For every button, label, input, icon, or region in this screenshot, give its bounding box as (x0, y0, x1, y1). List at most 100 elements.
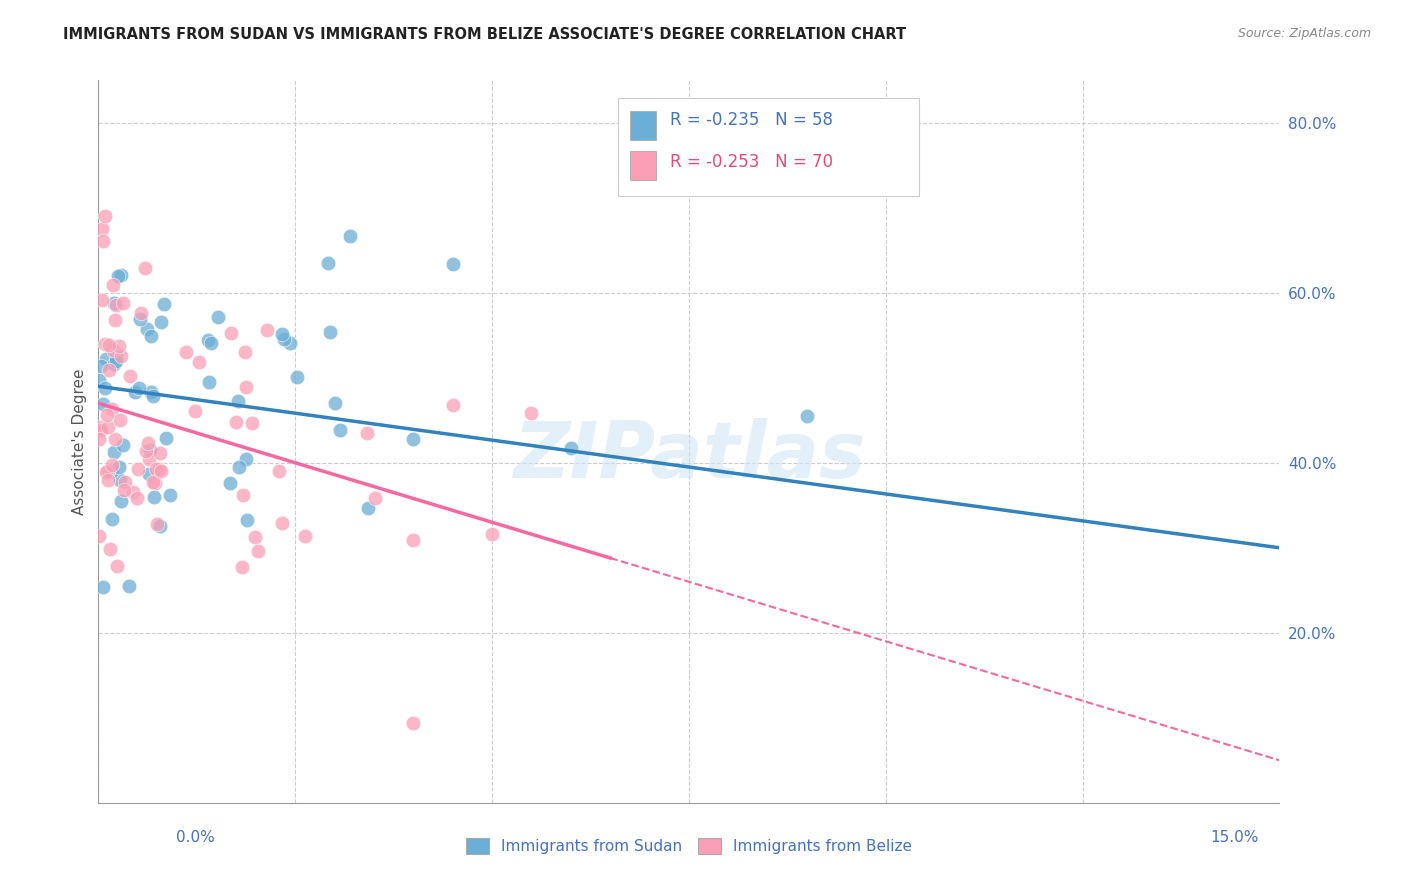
Point (142, 491, 165, 505)
Point (108, 339, 131, 353)
Point (225, 415, 247, 429)
Point (207, 310, 229, 325)
Point (796, 409, 818, 423)
Text: 15.0%: 15.0% (1211, 830, 1258, 845)
Point (139, 329, 162, 343)
Bar (630, 151, 655, 180)
Point (90, 423, 112, 437)
Point (197, 376, 219, 390)
Point (200, 336, 222, 351)
Point (560, 442, 582, 456)
Point (105, 353, 128, 368)
Point (138, 436, 160, 450)
Bar (619, 98, 920, 196)
Point (101, 278, 124, 293)
Point (101, 464, 124, 478)
Point (273, 332, 295, 346)
Point (135, 444, 157, 458)
Point (110, 349, 132, 363)
Point (323, 395, 346, 409)
Point (232, 488, 254, 502)
Point (152, 297, 174, 311)
Point (96, 409, 118, 423)
Point (97, 464, 120, 478)
Point (101, 343, 124, 357)
Point (329, 424, 352, 438)
Text: Source: ZipAtlas.com: Source: ZipAtlas.com (1237, 27, 1371, 40)
Point (105, 350, 128, 364)
Point (129, 306, 152, 320)
Point (128, 381, 150, 395)
Point (91, 234, 114, 248)
Text: R = -0.253   N = 70: R = -0.253 N = 70 (671, 153, 832, 170)
Point (243, 530, 266, 544)
Point (231, 559, 253, 574)
Point (87, 529, 110, 543)
Bar (630, 111, 655, 139)
Point (94, 465, 117, 479)
Point (94, 209, 117, 223)
Point (219, 326, 242, 340)
Point (139, 442, 162, 457)
Point (143, 475, 166, 490)
Point (112, 483, 135, 497)
Point (105, 558, 128, 573)
Point (401, 716, 423, 731)
Text: ZIPatlas: ZIPatlas (513, 418, 865, 494)
Point (138, 451, 160, 466)
Point (280, 336, 302, 351)
Point (93, 337, 115, 351)
Point (107, 269, 129, 284)
Point (103, 296, 125, 310)
Point (402, 533, 425, 548)
Point (356, 425, 378, 440)
Point (219, 475, 242, 490)
Point (139, 384, 162, 399)
Point (104, 433, 127, 447)
Point (402, 432, 425, 446)
Point (104, 312, 127, 326)
Point (441, 257, 464, 271)
Point (89, 420, 111, 434)
Point (233, 344, 256, 359)
Point (188, 355, 211, 369)
Point (103, 445, 125, 459)
Point (240, 417, 263, 431)
Point (87, 373, 110, 387)
Point (364, 491, 387, 506)
Point (228, 460, 250, 475)
Point (148, 462, 170, 476)
Point (150, 315, 173, 329)
Point (91, 293, 114, 307)
Point (150, 464, 173, 478)
Point (197, 333, 219, 347)
Point (110, 473, 132, 487)
Point (118, 368, 141, 383)
Point (101, 401, 124, 416)
Point (236, 513, 259, 527)
Point (142, 475, 165, 489)
Point (91, 221, 114, 235)
Point (269, 464, 291, 478)
Text: 0.0%: 0.0% (176, 830, 215, 845)
Point (104, 298, 127, 312)
Point (111, 295, 134, 310)
Point (114, 475, 136, 490)
Point (247, 544, 270, 558)
Point (91, 397, 114, 411)
Point (520, 406, 543, 420)
Point (145, 462, 167, 476)
Point (103, 357, 125, 371)
Point (481, 526, 503, 541)
Point (94, 381, 117, 395)
Point (101, 458, 124, 473)
Y-axis label: Associate's Degree: Associate's Degree (72, 368, 87, 515)
Point (122, 484, 145, 499)
Point (138, 467, 160, 482)
Point (110, 268, 132, 282)
Point (90, 359, 112, 373)
Point (184, 404, 207, 418)
Point (441, 398, 464, 412)
Point (235, 379, 257, 393)
Point (87, 432, 110, 446)
